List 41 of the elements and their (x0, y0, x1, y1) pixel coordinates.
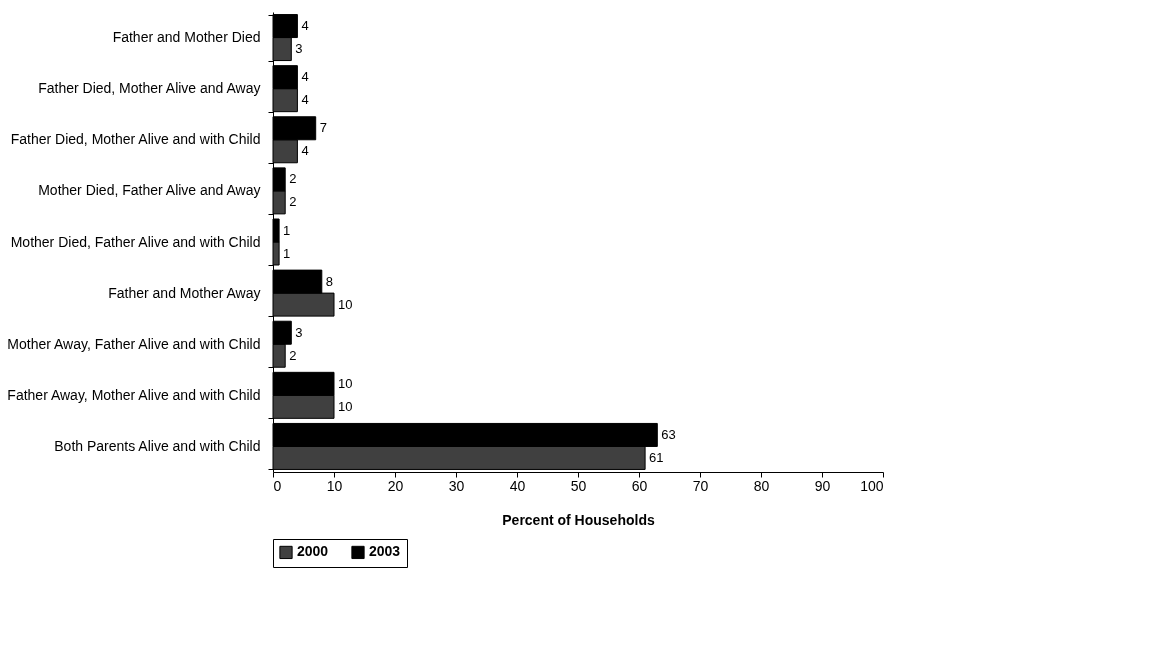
y-tick-label: Father Died, Mother Alive and with Child (10, 131, 261, 148)
data-label: 4 (301, 143, 309, 159)
y-tick-label: Father and Mother Away (108, 284, 261, 301)
x-tick-label: 50 (570, 477, 587, 494)
data-label: 2 (289, 171, 297, 187)
data-label: 3 (295, 41, 303, 57)
data-label: 63 (661, 426, 676, 442)
legend-label: 2003 (369, 543, 401, 560)
x-axis-title: Percent of Households (502, 511, 655, 528)
data-label: 10 (338, 296, 353, 312)
data-label: 2 (289, 194, 297, 210)
data-label: 2 (289, 347, 297, 363)
x-tick-label: 40 (509, 477, 526, 494)
x-tick-label: 0 (273, 477, 282, 494)
y-tick-label: Father and Mother Died (112, 29, 261, 46)
x-tick-label: 70 (692, 477, 709, 494)
y-tick-label: Father Died, Mother Alive and Away (38, 80, 261, 97)
data-label: 10 (338, 398, 353, 414)
x-tick-label: 10 (326, 477, 343, 494)
y-tick-label: Mother Died, Father Alive and Away (38, 182, 261, 199)
x-tick-label: 30 (448, 477, 465, 494)
data-label: 8 (325, 273, 334, 289)
y-tick-label: Father Away, Mother Alive and with Child (7, 386, 261, 403)
x-tick-label: 60 (631, 477, 648, 494)
data-label: 3 (295, 324, 303, 340)
x-tick-label: 100 (860, 477, 884, 494)
data-label: 10 (338, 375, 353, 391)
data-label: 4 (301, 92, 309, 108)
data-label: 1 (283, 245, 291, 261)
data-label: 61 (649, 449, 664, 465)
data-label: 4 (301, 18, 309, 34)
x-tick-label: 20 (387, 477, 404, 494)
y-tick-label: Both Parents Alive and with Child (54, 437, 261, 454)
y-tick-label: Mother Away, Father Alive and with Child (7, 335, 261, 352)
x-tick-label: 90 (814, 477, 831, 494)
data-label: 4 (301, 69, 309, 85)
x-tick-label: 80 (753, 477, 770, 494)
y-tick-label: Mother Died, Father Alive and with Child (10, 233, 261, 250)
data-label: 7 (319, 120, 327, 136)
legend-label: 2000 (297, 543, 329, 560)
data-label: 1 (283, 222, 291, 238)
